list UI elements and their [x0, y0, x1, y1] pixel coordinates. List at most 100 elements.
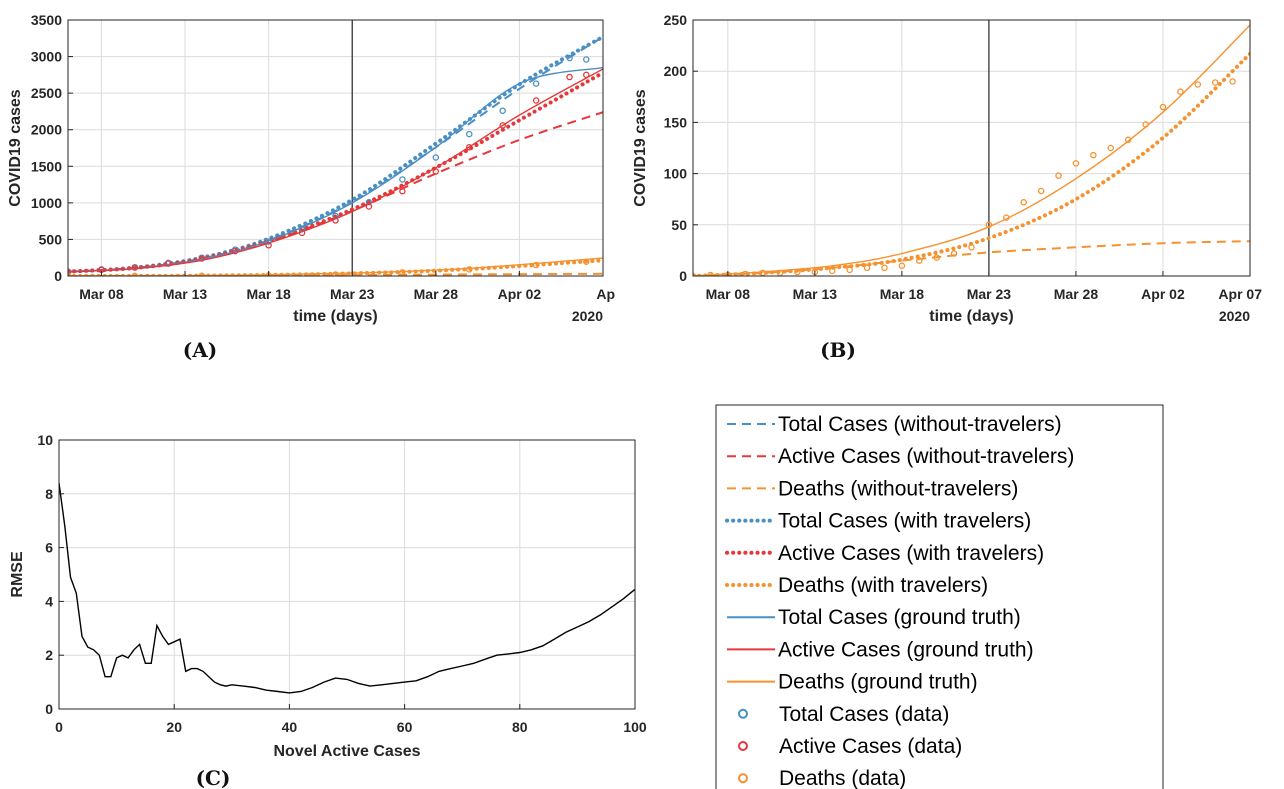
legend-box — [715, 404, 1164, 789]
data-point-deaths — [933, 254, 940, 261]
data-point-active — [198, 255, 205, 262]
data-point-total — [399, 176, 406, 183]
y-tick-label: 0 — [54, 268, 62, 284]
legend-item: Total Cases (data) — [738, 703, 949, 726]
data-point-deaths — [794, 268, 801, 276]
x-axis-label: time (days) — [293, 308, 377, 325]
y-tick-label: 2000 — [31, 122, 62, 138]
y-tick-label: 3000 — [31, 49, 62, 65]
y-tick-label: 100 — [664, 166, 688, 182]
data-point-deaths — [950, 250, 958, 257]
data-point-deaths — [465, 266, 473, 273]
legend-item: Total Cases (ground truth) — [727, 606, 1021, 629]
y-tick-label: 8 — [45, 486, 53, 502]
legend-item: Active Cases (ground truth) — [727, 638, 1034, 661]
y-tick-label: 3500 — [31, 12, 62, 28]
data-point-total — [432, 154, 440, 161]
y-tick-label: 1000 — [31, 195, 62, 211]
legend-label: Deaths (without-travelers) — [778, 477, 1018, 500]
series-line-deaths-solid — [693, 24, 1250, 276]
x-tick-label: Mar 13 — [793, 286, 838, 302]
series-active-data-markers — [68, 71, 590, 276]
data-point-active — [465, 144, 473, 151]
legend-label: Active Cases (data) — [779, 735, 962, 758]
x-tick-label: Mar 18 — [246, 286, 291, 302]
data-point-deaths — [881, 264, 888, 272]
y-tick-label: 6 — [45, 540, 53, 556]
legend-label: Active Cases (without-travelers) — [778, 445, 1074, 468]
data-point-deaths — [1211, 79, 1219, 86]
chart-a: 0 500 1000 1500 2000 2500 3000 3500 Mar 08 Mar 13… — [7, 12, 615, 362]
legend-item: Deaths (without-travelers) — [727, 477, 1018, 500]
data-point-active — [131, 264, 139, 271]
x-axis-label: Novel Active Cases — [273, 743, 420, 760]
y-tick-label: 150 — [664, 114, 688, 130]
data-point-deaths — [863, 264, 871, 272]
legend-label: Total Cases (with travelers) — [778, 510, 1031, 533]
data-point-active — [332, 217, 339, 224]
x-tick-label: Ap — [596, 286, 615, 302]
legend-label: Deaths (ground truth) — [778, 671, 978, 694]
legend-marker-active — [738, 741, 748, 751]
x-axis-label: time (days) — [929, 308, 1013, 325]
data-point-total — [566, 54, 573, 62]
y-axis-label: COVID19 cases — [632, 89, 649, 207]
data-point-deaths — [1159, 103, 1167, 111]
data-point-active — [165, 260, 172, 267]
x-tick-label: Apr 02 — [1141, 286, 1185, 302]
x-tick-label: Mar 13 — [163, 286, 208, 302]
data-point-total — [332, 212, 339, 220]
data-point-deaths — [741, 270, 749, 276]
x-tick-label: Apr 07 — [1218, 286, 1262, 302]
legend-item: Active Cases (with travelers) — [725, 542, 1044, 565]
data-point-deaths — [1055, 172, 1062, 179]
data-point-active — [265, 242, 272, 249]
x-year-label: 2020 — [572, 308, 603, 324]
data-point-active — [432, 168, 440, 175]
plot-frame — [58, 439, 636, 710]
data-point-deaths — [1124, 136, 1132, 144]
x-year-label: 2020 — [1219, 308, 1250, 324]
data-point-deaths — [532, 261, 540, 269]
x-tick-label: Mar 28 — [414, 286, 459, 302]
plot-frame — [67, 19, 604, 277]
x-tick-label: Mar 23 — [967, 286, 1012, 302]
series-line-deaths-dotted — [693, 51, 1250, 276]
y-tick-label: 250 — [664, 12, 688, 28]
data-point-total — [465, 130, 473, 138]
x-tick-label: Mar 08 — [79, 286, 124, 302]
data-point-deaths — [1107, 144, 1115, 152]
series-line-total-solid — [68, 66, 603, 273]
legend-item: Total Cases (without-travelers) — [727, 413, 1062, 436]
x-tick-label: 40 — [282, 719, 298, 735]
data-point-deaths — [1003, 214, 1010, 221]
data-point-deaths — [583, 258, 590, 265]
legend-marker-total — [738, 708, 748, 719]
legend: Total Cases (without-travelers) Active Ca… — [715, 404, 1164, 789]
x-tick-label: 80 — [512, 719, 528, 735]
data-point-deaths — [916, 257, 923, 264]
y-axis-label: COVID19 cases — [7, 89, 24, 207]
legend-label: Total Cases (ground truth) — [778, 606, 1021, 629]
data-point-total — [499, 107, 506, 114]
data-point-deaths — [829, 267, 836, 275]
legend-label: Total Cases (data) — [779, 703, 949, 726]
legend-item: Total Cases (with travelers) — [725, 510, 1031, 533]
y-tick-label: 4 — [45, 593, 53, 609]
data-point-deaths — [968, 244, 975, 251]
data-point-total — [365, 198, 373, 206]
data-point-total — [298, 225, 306, 233]
x-tick-label: Mar 18 — [880, 286, 925, 302]
legend-label: Active Cases (with travelers) — [778, 542, 1044, 565]
data-point-deaths — [1090, 151, 1097, 159]
data-point-active — [231, 247, 239, 255]
legend-item: Deaths (data) — [738, 767, 906, 789]
x-tick-label: 0 — [55, 719, 63, 735]
data-point-active — [566, 73, 573, 81]
x-tick-label: Apr 02 — [498, 286, 542, 302]
data-point-deaths — [1194, 81, 1202, 88]
legend-label: Deaths (data) — [779, 767, 906, 789]
y-tick-label: 10 — [37, 432, 53, 448]
x-tick-label: 60 — [397, 719, 413, 735]
